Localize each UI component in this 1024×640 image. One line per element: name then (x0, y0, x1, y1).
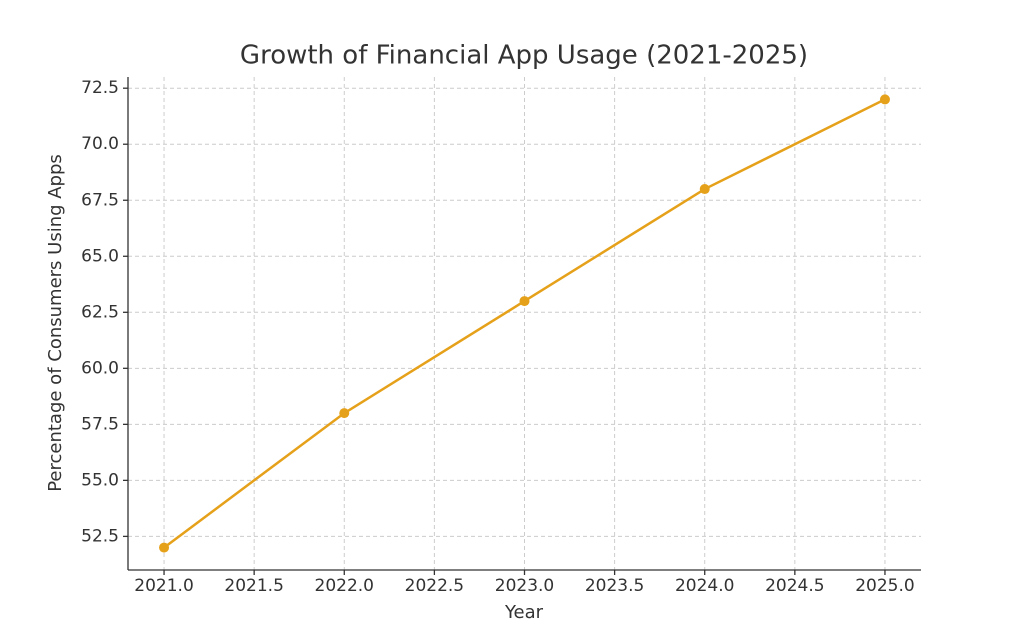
x-tick-label: 2023.5 (585, 576, 644, 596)
x-tick-label: 2021.0 (134, 576, 193, 596)
y-tick-label: 60.0 (81, 358, 119, 378)
y-tick-label: 62.5 (81, 302, 119, 322)
y-tick-label: 70.0 (81, 134, 119, 154)
data-point (519, 296, 530, 307)
data-point (159, 542, 170, 553)
x-tick-label: 2025.0 (855, 576, 914, 596)
y-tick-label: 55.0 (81, 470, 119, 490)
y-axis-label: Percentage of Consumers Using Apps (45, 154, 66, 492)
chart-title: Growth of Financial App Usage (2021-2025… (240, 41, 808, 71)
x-tick-label: 2021.5 (224, 576, 283, 596)
x-tick-label: 2023.0 (495, 576, 554, 596)
y-tick-label: 65.0 (81, 246, 119, 266)
y-tick-label: 52.5 (81, 526, 119, 546)
x-axis-label: Year (504, 602, 544, 623)
y-tick-label: 57.5 (81, 414, 119, 434)
x-tick-label: 2022.5 (405, 576, 464, 596)
data-point (339, 408, 350, 419)
data-point (699, 184, 710, 195)
data-point (879, 94, 890, 105)
x-tick-label: 2022.0 (315, 576, 374, 596)
y-tick-label: 67.5 (81, 190, 119, 210)
x-tick-label: 2024.5 (765, 576, 824, 596)
x-tick-label: 2024.0 (675, 576, 734, 596)
y-tick-label: 72.5 (81, 78, 119, 98)
